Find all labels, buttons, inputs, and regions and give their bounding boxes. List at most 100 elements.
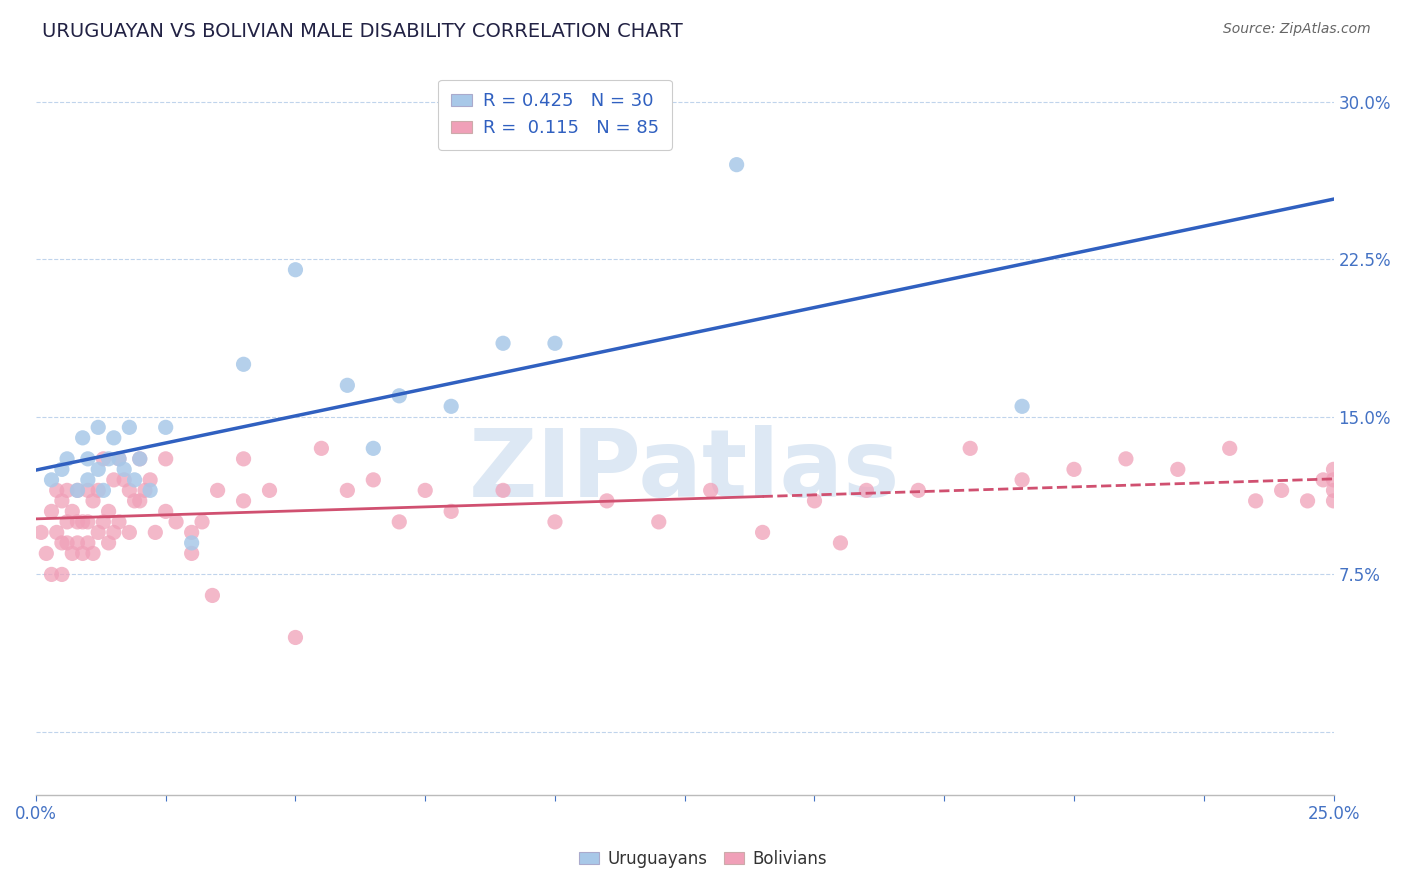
Point [699, 483, 721, 498]
Point [180, 525, 202, 540]
Point [1167, 462, 1189, 476]
Point [51, 567, 73, 582]
Point [76, 473, 98, 487]
Point [97, 451, 120, 466]
Point [72, 515, 94, 529]
Point [51, 494, 73, 508]
Point [855, 483, 877, 498]
Point [108, 451, 131, 466]
Point [93, 451, 115, 466]
Point [112, 462, 135, 476]
Point [232, 494, 254, 508]
Point [51, 536, 73, 550]
Point [1322, 494, 1344, 508]
Point [232, 357, 254, 371]
Point [143, 525, 166, 540]
Point [207, 483, 229, 498]
Point [45, 483, 67, 498]
Point [118, 525, 141, 540]
Point [492, 483, 515, 498]
Point [388, 389, 411, 403]
Point [56, 536, 79, 550]
Point [45, 525, 67, 540]
Point [82, 494, 104, 508]
Point [1322, 473, 1344, 487]
Point [118, 483, 141, 498]
Point [51, 462, 73, 476]
Point [1244, 494, 1267, 508]
Point [41, 567, 63, 582]
Point [76, 451, 98, 466]
Point [60, 504, 83, 518]
Text: Source: ZipAtlas.com: Source: ZipAtlas.com [1223, 22, 1371, 37]
Point [66, 536, 89, 550]
Legend: Uruguayans, Bolivians: Uruguayans, Bolivians [572, 844, 834, 875]
Point [128, 451, 150, 466]
Point [803, 494, 825, 508]
Point [1312, 473, 1334, 487]
Point [1322, 483, 1344, 498]
Point [103, 473, 125, 487]
Point [66, 515, 89, 529]
Point [155, 451, 177, 466]
Point [959, 442, 981, 456]
Point [124, 494, 146, 508]
Point [544, 336, 567, 351]
Point [232, 451, 254, 466]
Point [108, 451, 131, 466]
Point [87, 483, 110, 498]
Point [56, 451, 79, 466]
Point [124, 473, 146, 487]
Point [66, 483, 89, 498]
Point [1219, 442, 1241, 456]
Point [35, 546, 58, 560]
Point [93, 483, 115, 498]
Point [363, 473, 385, 487]
Point [139, 473, 162, 487]
Point [139, 483, 162, 498]
Point [118, 420, 141, 434]
Point [751, 525, 773, 540]
Point [907, 483, 929, 498]
Point [165, 515, 187, 529]
Point [1322, 462, 1344, 476]
Point [41, 504, 63, 518]
Point [66, 483, 89, 498]
Point [128, 494, 150, 508]
Point [134, 483, 156, 498]
Point [60, 546, 83, 560]
Point [1296, 494, 1319, 508]
Point [440, 504, 463, 518]
Point [72, 431, 94, 445]
Text: ZIPatlas: ZIPatlas [470, 425, 900, 517]
Point [1271, 483, 1294, 498]
Point [76, 536, 98, 550]
Point [108, 515, 131, 529]
Point [336, 483, 359, 498]
Point [648, 515, 671, 529]
Point [93, 515, 115, 529]
Point [413, 483, 436, 498]
Point [30, 525, 52, 540]
Text: URUGUAYAN VS BOLIVIAN MALE DISABILITY CORRELATION CHART: URUGUAYAN VS BOLIVIAN MALE DISABILITY CO… [42, 22, 683, 41]
Point [311, 442, 333, 456]
Point [103, 525, 125, 540]
Point [284, 262, 307, 277]
Point [259, 483, 281, 498]
Point [103, 431, 125, 445]
Point [363, 442, 385, 456]
Point [1115, 451, 1137, 466]
Point [72, 546, 94, 560]
Point [56, 483, 79, 498]
Point [1063, 462, 1085, 476]
Point [336, 378, 359, 392]
Point [180, 546, 202, 560]
Point [87, 525, 110, 540]
Legend: R = 0.425   N = 30, R =  0.115   N = 85: R = 0.425 N = 30, R = 0.115 N = 85 [439, 79, 672, 150]
Point [82, 546, 104, 560]
Point [492, 336, 515, 351]
Point [596, 494, 619, 508]
Point [201, 589, 224, 603]
Point [128, 451, 150, 466]
Point [76, 483, 98, 498]
